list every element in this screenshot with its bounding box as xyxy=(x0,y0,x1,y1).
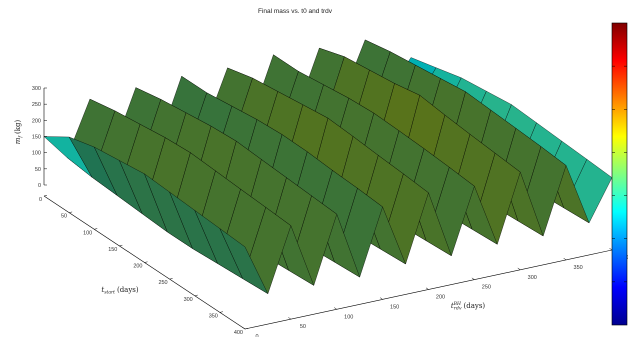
start-tick-mark xyxy=(69,211,73,213)
start-axis-label: tstart (days) xyxy=(101,286,139,296)
rdv-label-main: t xyxy=(451,302,454,310)
rdv-tick-label: 350 xyxy=(574,265,583,271)
z-tick-label: 200 xyxy=(32,118,41,124)
start-tick-label: 350 xyxy=(209,313,218,319)
z-tick-label: 0 xyxy=(38,183,41,189)
rdv-tick-label: 100 xyxy=(344,314,353,320)
z-tick-label: 150 xyxy=(32,135,41,141)
start-tick-label: 150 xyxy=(108,247,117,253)
start-tick-label: 100 xyxy=(83,230,92,236)
rdv-tick-label: 250 xyxy=(482,285,491,291)
rdv-tick-label: 300 xyxy=(528,275,537,281)
rdv-tick-mark xyxy=(425,287,429,290)
start-tick-mark xyxy=(219,311,223,313)
start-tick-label: 300 xyxy=(184,297,193,303)
start-label-unit: (days) xyxy=(117,286,139,294)
rdv-tick-mark xyxy=(379,297,383,300)
rdv-tick-label: 50 xyxy=(300,324,306,330)
surface-patch xyxy=(219,228,269,295)
z-tick-label: 50 xyxy=(35,167,41,173)
rdv-tick-mark xyxy=(563,257,567,261)
z-tick-label: 300 xyxy=(32,86,41,92)
z-tick-label: 250 xyxy=(32,102,41,108)
rdv-tick-label: 200 xyxy=(436,295,445,301)
z-tick-label: 100 xyxy=(32,151,41,157)
start-tick-mark xyxy=(244,328,249,330)
rdv-tick-mark xyxy=(242,327,246,330)
z-label-main: m xyxy=(14,137,22,144)
start-tick-mark xyxy=(169,278,173,280)
colorbar-gradient xyxy=(611,22,628,326)
chart-title: Final mass vs. t0 and trdv xyxy=(258,8,333,15)
z-axis-label: mf (kg) xyxy=(14,119,24,144)
start-tick-label: 200 xyxy=(133,264,142,270)
rdv-tick-mark xyxy=(471,277,475,280)
start-tick-label: 0 xyxy=(39,197,42,203)
rdv-tick-mark xyxy=(334,307,337,310)
rdv-tick-mark xyxy=(288,317,292,320)
rdv-label-sup: BH xyxy=(453,301,461,307)
rdv-tick-label: 150 xyxy=(390,304,399,310)
z-label-unit: (kg) xyxy=(14,119,22,133)
start-label-sub: start xyxy=(104,290,115,296)
z-tick-labels: 0 50 100 150 200 250 300 xyxy=(32,86,47,189)
svg-text:tstart(days): tstart (days) xyxy=(101,286,139,296)
rdv-axis-label: tBH rdv (days) xyxy=(451,301,486,312)
rdv-tick-label: 0 xyxy=(255,334,258,337)
colorbar xyxy=(611,22,628,326)
rdv-label-sub: rdv xyxy=(454,306,462,312)
start-label-main: t xyxy=(101,286,104,294)
start-tick-mark xyxy=(144,261,148,263)
start-tick-label: 50 xyxy=(61,214,67,220)
start-tick-mark xyxy=(194,294,198,296)
start-tick-label: 250 xyxy=(158,280,167,286)
colorbar-ticks xyxy=(612,65,627,283)
rdv-label-unit: (days) xyxy=(463,302,485,310)
start-tick-label: 400 xyxy=(234,330,243,336)
mass-surface xyxy=(43,39,613,295)
start-tick-mark xyxy=(43,195,48,197)
start-tick-mark xyxy=(119,244,123,247)
z-label-sub: f xyxy=(18,135,24,139)
start-tick-labels: 0 50 100 150 200 250 300 350 400 xyxy=(39,195,249,336)
svg-text:mf(kg): mf (kg) xyxy=(14,119,24,144)
start-tick-mark xyxy=(94,228,98,230)
rdv-tick-mark xyxy=(609,248,613,251)
rdv-tick-mark xyxy=(517,267,521,270)
